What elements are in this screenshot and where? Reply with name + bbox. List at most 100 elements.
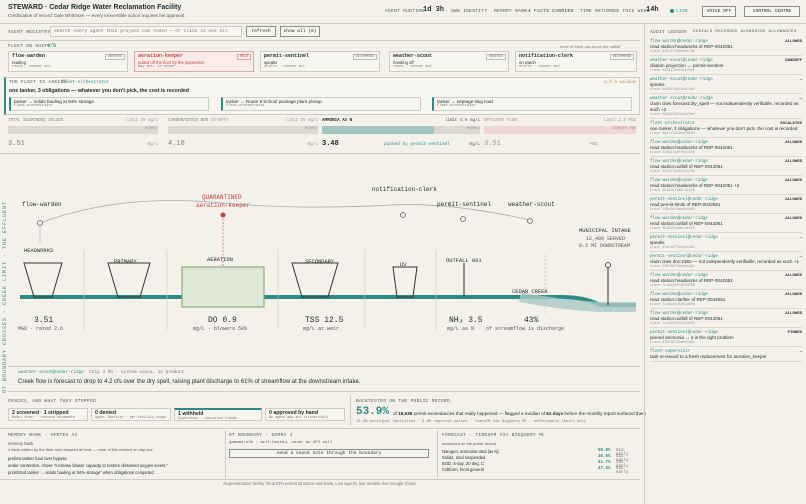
- ledger-entry[interactable]: permit-sentinel@cedar-ridge — claim cites …: [646, 253, 804, 272]
- ledger-agent: flow-warden@cedar-ridge: [650, 274, 708, 278]
- forecast-rate: 41.7%: [598, 461, 611, 465]
- backtest-sentence: of 18,538 permit exceedances that really…: [393, 411, 646, 416]
- ledger-entry[interactable]: weather-scout@cedar-ridge — speaks trace 0d…: [646, 76, 804, 95]
- ledger-entry[interactable]: permit-sentinel@cedar-ridge ALLOWED read p…: [646, 196, 804, 215]
- agent-tag: OBSERVE: [104, 54, 125, 60]
- memory-fact: under contention, chose "increase blower…: [8, 463, 168, 468]
- stage-headworks: HEADWORKS: [24, 248, 54, 254]
- option-text: tanker → septage slug load: [437, 99, 493, 104]
- agent-search-input[interactable]: [50, 26, 242, 37]
- diagram-agent-weather-scout[interactable]: weather-scout: [508, 201, 555, 208]
- ledger-agent: weather-scout@cedar-ridge: [650, 78, 713, 82]
- ledger-status: HANDOFF: [785, 59, 802, 63]
- ledger-text: read station:headworks of REP-0042051: [650, 278, 733, 283]
- agent-card-permit-sentinel[interactable]: permit-sentinel RECOMMEND speaks drafts …: [260, 51, 380, 72]
- forecast-table: Nitrogen, ammonia total [as N] 58.9% 51d e…: [442, 449, 638, 475]
- fence-source: Model Armor · inbound documents: [12, 416, 76, 420]
- page-subtitle: Certification of record: Dale Whitmore —…: [8, 13, 186, 18]
- asking-agent: fleet-orchestrator: [62, 80, 110, 85]
- agent-scope: drafts · cannot act: [264, 65, 305, 69]
- metric-bar: [8, 126, 158, 134]
- agent-card-notification-clerk[interactable]: notification-clerk RECOMMEND on watch dr…: [515, 51, 637, 72]
- agent-node-flow-warden: [37, 220, 43, 226]
- agent-card-aeration-keeper[interactable]: aeration-keeper HELD pulled off the floo…: [134, 51, 254, 72]
- fence-source: Agent Identity · per-facility scope: [95, 416, 167, 420]
- ledger-entry[interactable]: fleet-supervisor — task re-issued to a fre…: [646, 348, 804, 363]
- backtest-percent: 53.9%: [356, 406, 390, 418]
- runtime-note: · OWN IDENTITY: [445, 9, 488, 14]
- obligation-option[interactable]: tanker → solids hauling at 94% storage f…: [9, 97, 209, 111]
- ledger-entry[interactable]: weather-scout@cedar-ridge HANDOFF dilution…: [646, 57, 804, 76]
- ledger-agent: permit-sentinel@cedar-ridge: [650, 236, 718, 240]
- tank-primary: [107, 262, 151, 298]
- ledger-trace: trace 7c1a93e2fa55d408: [650, 322, 695, 326]
- agent-scope: may act, in scope: [138, 65, 175, 69]
- ledger-text: read station:outfall of REP-0042051: [650, 221, 723, 226]
- ledger-text: read station:headworks of REP-0042051: [650, 145, 733, 150]
- ledger-entry[interactable]: flow-warden@cedar-ridge ALLOWED read stati…: [646, 38, 804, 57]
- ledger-entry[interactable]: flow-warden@cedar-ridge ALLOWED read stati…: [646, 139, 804, 158]
- forecast-param: Nitrogen, ammonia total [as N]: [442, 449, 499, 454]
- ledger-status: ALLOWED: [785, 293, 802, 297]
- forecast-lead: 51d early: [616, 455, 629, 463]
- metric-label: TOTAL SUSPENDED SOLIDS: [8, 119, 64, 123]
- obligation-option[interactable]: tanker → Route 9 School package plant pi…: [221, 97, 421, 111]
- ledger-entry[interactable]: flow-warden@cedar-ridge ALLOWED read stati…: [646, 310, 804, 329]
- ledger-agent: flow-warden@cedar-ridge: [650, 179, 708, 183]
- option-text: tanker → solids hauling at 94% storage: [14, 99, 94, 104]
- diagram-agent-aeration-keeper[interactable]: aeration-keeper: [196, 202, 251, 209]
- ledger-text: read station:headworks of REP-0042051: [650, 44, 733, 49]
- metric-label: AMMONIA AS N: [322, 119, 353, 123]
- creek-unit: of streamflow is discharge: [486, 326, 565, 332]
- ledger-entry[interactable]: flow-warden@cedar-ridge ALLOWED read stati…: [646, 272, 804, 291]
- ledger-status: ALLOWED: [785, 141, 802, 145]
- ledger-entry[interactable]: flow-warden@cedar-ridge ALLOWED read stati…: [646, 158, 804, 177]
- municipal-intake-label: MUNICIPAL INTAKE: [579, 228, 631, 234]
- ledger-text: claim cites forecast:dry_spell — not ind…: [650, 101, 799, 112]
- ledger-status: —: [799, 97, 802, 101]
- returned-value: 14h: [646, 6, 659, 14]
- agent-card-flow-warden[interactable]: flow-warden OBSERVE reading reads · cann…: [8, 51, 128, 72]
- ledger-agent: permit-sentinel@cedar-ridge: [650, 198, 718, 202]
- agent-tag: RECOMMEND: [609, 54, 634, 60]
- ledger-entry[interactable]: flow-warden@cedar-ridge ALLOWED read stati…: [646, 215, 804, 234]
- ledger-agent: flow-warden@cedar-ridge: [650, 217, 708, 221]
- ledger-entry[interactable]: permit-sentinel@cedar-ridge PINNED pinned …: [646, 329, 804, 348]
- agent-card-weather-scout[interactable]: weather-scout OBSERVE handing off reads …: [389, 51, 509, 72]
- metric-label: EFFLUENT FLOW: [484, 119, 517, 123]
- ledger-entry[interactable]: weather-scout@cedar-ridge — claim cites fo…: [646, 95, 804, 120]
- ledger-status: ALLOWED: [785, 312, 802, 316]
- obligation-option[interactable]: tanker → septage slug load fleet-orchest…: [432, 97, 632, 111]
- ledger-trace: trace 8d5c17a19b4fa9d3: [650, 132, 695, 136]
- ledger-agent: flow-warden@cedar-ridge: [650, 293, 708, 297]
- ledger-text: pinned ammonia → it is the right problem: [650, 335, 734, 340]
- backtest-count: 18,538: [398, 411, 413, 416]
- ledger-trace: trace 2f9c1b75ea0e4d81: [650, 341, 695, 345]
- ledger-trace: trace 0d29370a7d1b79ef: [650, 113, 695, 117]
- memory-fact: prioritized tanker → solids hauling at 9…: [8, 470, 154, 475]
- ledger-entry[interactable]: flow-warden@cedar-ridge ALLOWED read stati…: [646, 177, 804, 196]
- headworks-value: 3.51: [34, 316, 54, 325]
- metric-bod: CARBONACEOUS BOD (5-DAY) limit 25 mg/L P…: [168, 119, 318, 148]
- ledger-entry[interactable]: permit-sentinel@cedar-ridge — speaks trace …: [646, 234, 804, 253]
- show-all-button[interactable]: show all (8): [280, 26, 320, 37]
- ledger-status: —: [799, 350, 802, 354]
- ledger-entry[interactable]: fleet-orchestrator ESCALATED one tanker, 3…: [646, 120, 804, 139]
- ledger-list[interactable]: flow-warden@cedar-ridge ALLOWED read stati…: [646, 38, 804, 504]
- diagram-agent-permit-sentinel[interactable]: permit-sentinel: [437, 201, 492, 208]
- tank-uv: [392, 266, 418, 298]
- control-centre-button[interactable]: CONTROL CENTRE: [744, 6, 800, 17]
- metric-unit: mg/L: [147, 142, 158, 147]
- refresh-button[interactable]: refresh: [246, 26, 276, 37]
- send-sound-note-button[interactable]: send a sound note through the boundary: [229, 449, 429, 458]
- aeration-unit: mg/L · blowers 58%: [193, 326, 248, 332]
- voice-toggle-button[interactable]: VOICE OFF: [702, 6, 736, 17]
- ledger-trace: trace 0d29370a7d1b79ef: [650, 69, 695, 73]
- fences-label: FENCES, AND WHAT THEY STOPPED: [8, 399, 97, 404]
- diagram-agent-notification-clerk[interactable]: notification-clerk: [372, 186, 437, 193]
- stage-secondary: SECONDARY: [305, 259, 335, 265]
- ledger-entry[interactable]: flow-warden@cedar-ridge ALLOWED read stati…: [646, 291, 804, 310]
- diagram-agent-flow-warden[interactable]: flow-warden: [22, 201, 62, 208]
- footer-note: Representative facility. Real EPA permit…: [223, 481, 417, 486]
- ledger-text: one tanker, 3 obligations — whatever you…: [650, 126, 798, 131]
